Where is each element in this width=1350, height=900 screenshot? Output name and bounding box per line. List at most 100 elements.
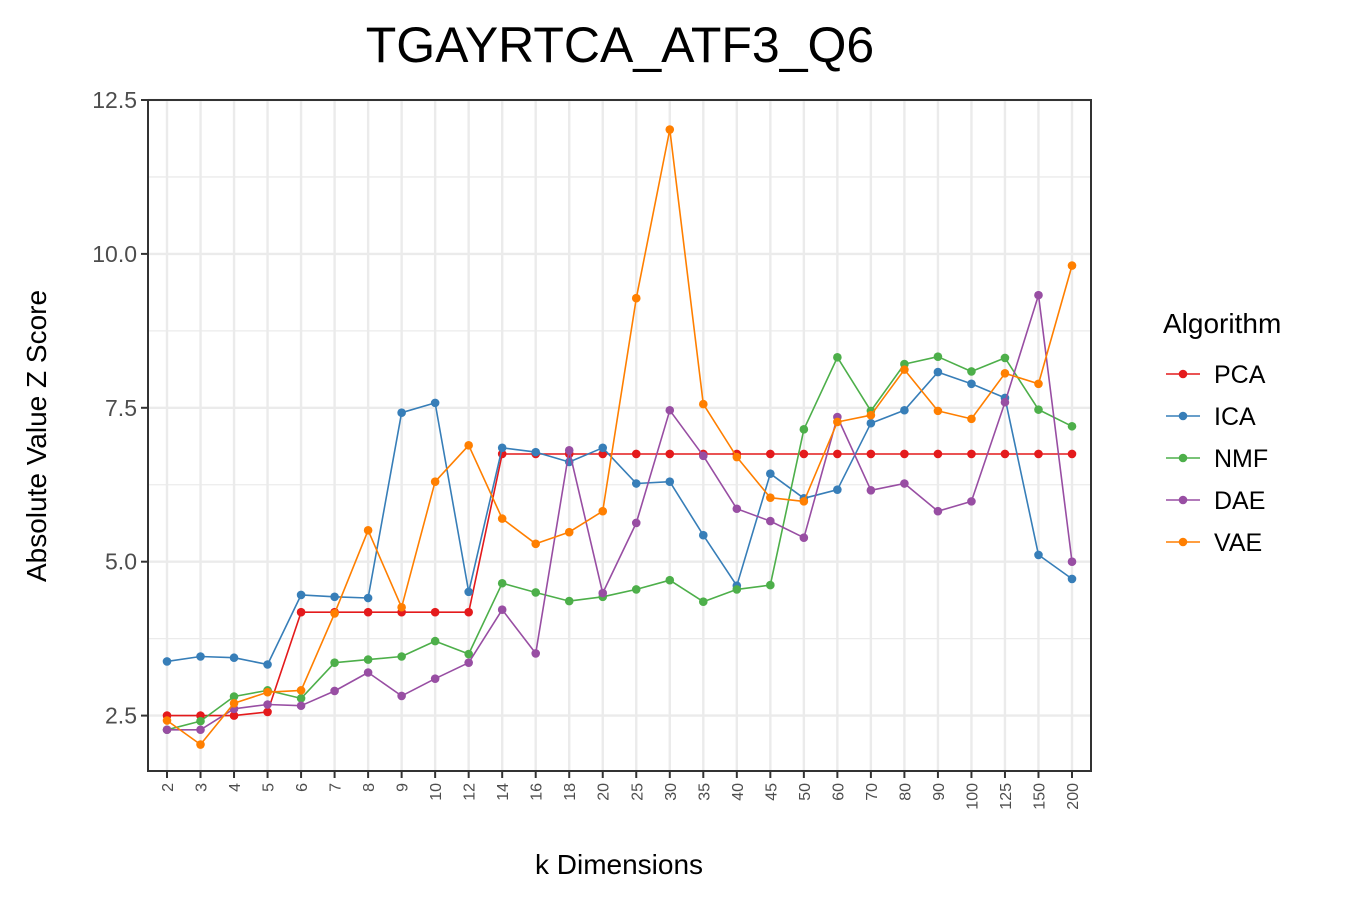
data-point-ica	[1034, 550, 1043, 560]
legend-item-dae: DAE	[1166, 487, 1265, 515]
data-point-vae	[263, 687, 272, 697]
data-point-ica	[296, 590, 306, 600]
data-point-pca	[263, 707, 272, 717]
data-point-pca	[1000, 449, 1010, 459]
x-tick-label: 125	[998, 783, 1015, 810]
x-tick-label: 3	[194, 783, 211, 792]
x-tick-label: 14	[495, 783, 512, 801]
data-point-nmf	[564, 596, 574, 606]
x-axis-title: k Dimensions	[535, 849, 703, 880]
data-point-nmf	[967, 367, 976, 376]
data-point-dae	[1034, 290, 1043, 300]
plot-border	[147, 99, 1092, 772]
x-tick-label: 150	[1031, 783, 1048, 810]
data-point-dae	[766, 516, 775, 526]
data-point-nmf	[229, 692, 239, 701]
x-tick-label: 25	[629, 783, 646, 801]
data-point-dae	[598, 588, 608, 598]
data-point-dae	[967, 497, 976, 506]
axes: 2.55.07.510.012.52 3 4 5 6 7 8 9 10 12 14 16 18 20 25 3…	[92, 87, 1082, 810]
legend-marker-dae	[1178, 495, 1188, 505]
legend-item-vae: VAE	[1166, 529, 1262, 557]
data-point-pca	[833, 449, 842, 459]
legend-item-nmf: NMF	[1166, 445, 1268, 473]
data-point-nmf	[732, 585, 742, 594]
data-point-pca	[430, 607, 440, 617]
data-point-nmf	[464, 649, 473, 659]
data-point-nmf	[799, 425, 809, 434]
data-point-ica	[698, 530, 708, 540]
data-point-ica	[397, 408, 406, 418]
x-tick-label: 5	[261, 783, 278, 792]
legend-marker-ica	[1178, 411, 1188, 421]
data-point-vae	[732, 452, 742, 462]
x-tick-label: 90	[931, 783, 948, 801]
data-point-ica	[497, 443, 507, 453]
data-point-pca	[296, 607, 306, 617]
data-point-vae	[430, 477, 440, 486]
data-point-dae	[497, 605, 507, 615]
x-tick-label: 4	[227, 783, 244, 792]
series-line-ica	[166, 371, 1073, 666]
data-point-nmf	[833, 353, 842, 362]
data-point-ica	[531, 447, 541, 457]
series-group	[162, 125, 1077, 749]
data-point-ica	[598, 443, 608, 453]
data-point-dae	[732, 504, 742, 514]
data-point-vae	[162, 716, 172, 725]
data-point-vae	[833, 417, 842, 427]
data-point-pca	[631, 449, 641, 459]
data-point-dae	[631, 518, 641, 528]
data-point-vae	[296, 686, 306, 695]
legend: Algorithm PCA ICA NMF DAE VAE	[1163, 308, 1281, 557]
x-tick-label: 35	[696, 783, 713, 801]
data-point-pca	[933, 449, 943, 459]
data-point-vae	[631, 293, 641, 303]
data-point-nmf	[296, 694, 306, 703]
series-line-nmf	[166, 355, 1073, 731]
x-tick-label: 7	[328, 783, 345, 792]
series-dae	[162, 290, 1077, 735]
data-point-ica	[1067, 574, 1077, 584]
data-point-vae	[665, 125, 675, 134]
legend-marker-nmf	[1178, 453, 1188, 463]
data-point-ica	[196, 652, 205, 661]
legend-marker-pca	[1178, 369, 1188, 379]
data-point-ica	[766, 469, 775, 478]
data-point-vae	[866, 410, 876, 420]
data-point-dae	[665, 405, 675, 415]
data-point-vae	[1067, 261, 1077, 270]
data-point-nmf	[330, 658, 339, 667]
series-pca	[162, 449, 1077, 720]
data-point-vae	[330, 609, 339, 618]
x-tick-label: 60	[830, 783, 847, 801]
legend-label-dae: DAE	[1214, 487, 1265, 515]
data-point-ica	[900, 405, 909, 415]
data-point-vae	[497, 514, 507, 523]
data-point-vae	[933, 406, 943, 416]
data-point-vae	[464, 441, 473, 450]
data-point-nmf	[698, 597, 708, 607]
series-line-dae	[167, 294, 1073, 731]
data-point-dae	[162, 725, 172, 735]
data-point-pca	[1034, 449, 1043, 459]
data-point-nmf	[766, 580, 775, 590]
data-point-ica	[833, 485, 842, 494]
x-tick-label: 8	[361, 783, 378, 792]
data-point-dae	[933, 506, 943, 516]
data-point-ica	[866, 418, 876, 428]
grid	[148, 98, 1091, 771]
data-point-vae	[564, 527, 574, 537]
legend-title: Algorithm	[1163, 308, 1281, 339]
data-point-nmf	[363, 655, 373, 664]
x-tick-label: 40	[730, 783, 747, 801]
data-point-dae	[464, 658, 473, 667]
data-point-nmf	[531, 588, 541, 597]
data-point-vae	[363, 526, 373, 535]
data-point-pca	[229, 711, 239, 720]
data-point-dae	[564, 445, 574, 455]
legend-item-ica: ICA	[1166, 403, 1256, 431]
data-point-pca	[866, 449, 876, 459]
x-tick-label: 200	[1065, 783, 1082, 810]
